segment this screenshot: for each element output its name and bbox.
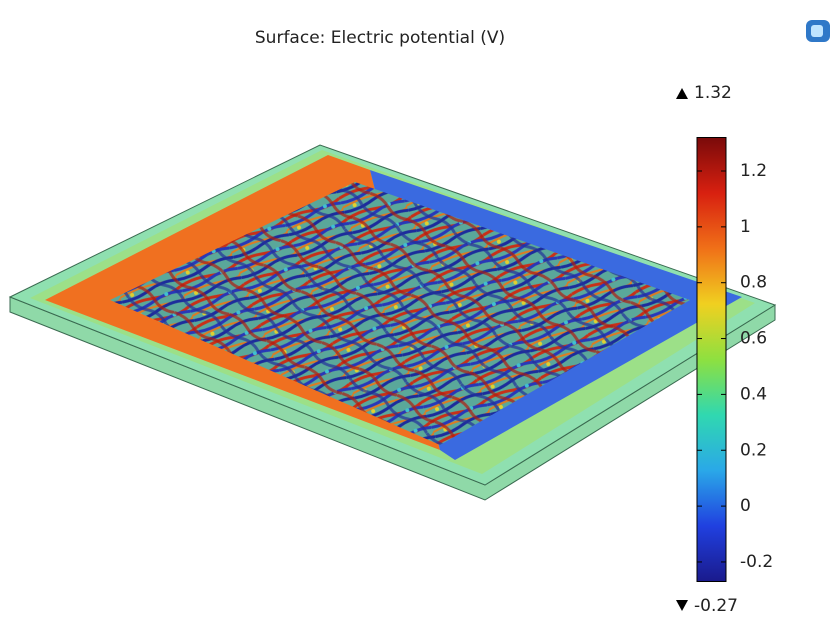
app-icon (806, 20, 830, 42)
colorbar-gradient (697, 138, 726, 582)
tick-label: 1.2 (740, 161, 767, 181)
max-arrow (676, 88, 688, 99)
chart: Surface: Electric potential (V) 1.32 -0.… (0, 0, 837, 619)
min-label: -0.27 (694, 596, 738, 616)
max-label: 1.32 (694, 83, 732, 103)
tick-label: 0.6 (740, 329, 767, 349)
surface-plot (10, 145, 775, 500)
tick-label: 0.4 (740, 384, 767, 404)
min-arrow (676, 600, 688, 611)
tick-label: -0.2 (740, 552, 773, 572)
tick-label: 0.2 (740, 440, 767, 460)
chart-title: Surface: Electric potential (V) (255, 28, 505, 48)
tick-label: 1 (740, 217, 751, 237)
tick-label: 0.8 (740, 273, 767, 293)
tick-label: 0 (740, 496, 751, 516)
